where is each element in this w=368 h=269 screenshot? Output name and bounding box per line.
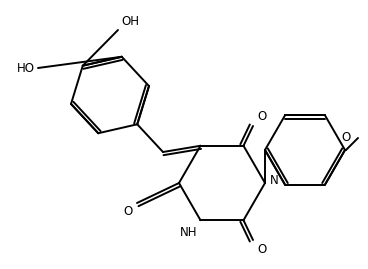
- Text: HO: HO: [17, 62, 35, 75]
- Text: O: O: [342, 131, 351, 144]
- Text: NH: NH: [180, 226, 198, 239]
- Text: N: N: [270, 175, 279, 187]
- Text: O: O: [257, 110, 266, 123]
- Text: O: O: [124, 205, 133, 218]
- Text: O: O: [257, 243, 266, 256]
- Text: OH: OH: [121, 15, 139, 28]
